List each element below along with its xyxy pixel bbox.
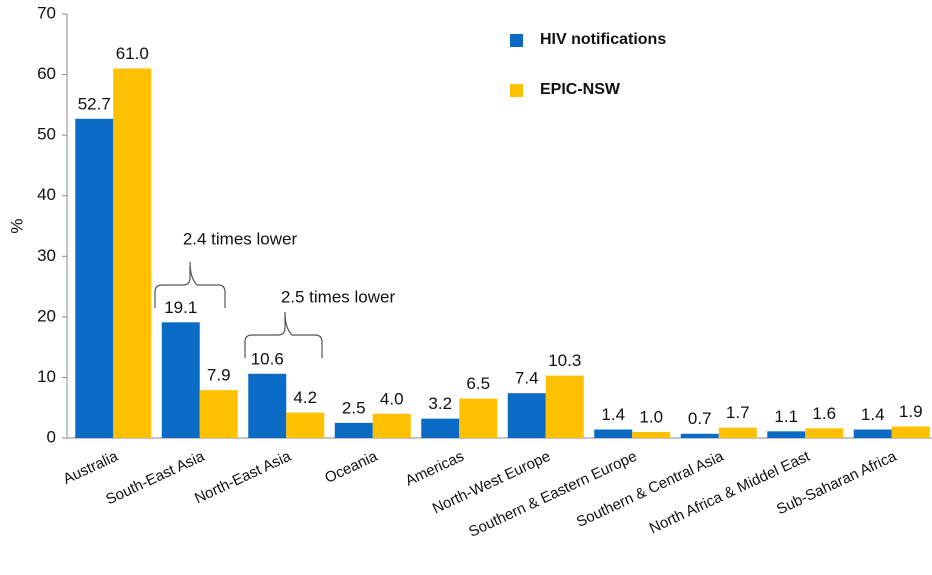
data-label: 4.2 — [293, 388, 317, 407]
legend-swatch — [510, 84, 523, 97]
data-label: 0.7 — [688, 409, 712, 428]
data-label: 1.6 — [812, 404, 836, 423]
bar — [853, 429, 892, 438]
data-label: 3.2 — [428, 394, 452, 413]
brace — [154, 261, 226, 308]
bar — [805, 428, 844, 438]
data-label: 7.9 — [207, 366, 231, 385]
data-label: 1.7 — [726, 403, 750, 422]
y-tick-label: 60 — [37, 64, 56, 83]
bar — [545, 375, 584, 438]
x-tick-label: Oceania — [322, 448, 380, 487]
annotation: 2.5 times lower — [281, 287, 396, 306]
bar — [594, 429, 633, 438]
x-tick-label: North Africa & Middel East — [647, 447, 814, 537]
legend-label: EPIC-NSW — [540, 81, 621, 98]
x-tick-label: Southern & Eastern Europe — [466, 448, 639, 541]
bar — [113, 68, 152, 438]
data-label: 1.4 — [861, 405, 885, 424]
bar — [334, 422, 373, 438]
y-tick-label: 10 — [37, 367, 56, 386]
data-label: 10.6 — [251, 349, 284, 368]
data-label: 10.3 — [548, 351, 581, 370]
y-tick-label: 70 — [37, 3, 56, 22]
bar — [632, 431, 671, 438]
y-axis-label: % — [7, 218, 26, 233]
brace — [244, 311, 323, 358]
bar — [718, 427, 757, 438]
bar — [161, 322, 200, 438]
bar — [767, 431, 806, 438]
bar — [372, 413, 411, 438]
bar — [199, 390, 238, 438]
data-label: 4.0 — [380, 389, 404, 408]
data-label: 61.0 — [116, 44, 149, 63]
y-tick-label: 0 — [47, 427, 56, 446]
x-tick-label: Southern & Central Asia — [574, 448, 727, 531]
y-tick-label: 40 — [37, 185, 56, 204]
bar — [286, 412, 325, 438]
x-tick-label: South-East Asia — [103, 448, 208, 509]
data-label: 1.1 — [774, 407, 798, 426]
y-tick-label: 30 — [37, 246, 56, 265]
bar — [248, 373, 287, 438]
x-tick-label: Americas — [403, 448, 467, 490]
legend-label: HIV notifications — [540, 31, 666, 48]
annotation: 2.4 times lower — [183, 229, 298, 248]
bar — [891, 426, 930, 438]
y-tick-label: 20 — [37, 306, 56, 325]
legend-swatch — [510, 34, 523, 47]
bar — [507, 393, 546, 438]
bar — [459, 398, 498, 438]
bar — [680, 433, 719, 438]
data-label: 7.4 — [515, 369, 539, 388]
data-label: 2.5 — [342, 398, 366, 417]
data-label: 6.5 — [466, 374, 490, 393]
y-tick-label: 50 — [37, 125, 56, 144]
data-label: 1.9 — [899, 402, 923, 421]
data-label: 1.4 — [601, 405, 625, 424]
data-label: 52.7 — [78, 94, 111, 113]
x-tick-label: North-East Asia — [192, 448, 294, 508]
bar — [421, 418, 460, 438]
x-tick-label: Australia — [61, 448, 122, 488]
data-label: 1.0 — [639, 407, 663, 426]
data-label: 19.1 — [164, 298, 197, 317]
bar — [75, 118, 114, 438]
